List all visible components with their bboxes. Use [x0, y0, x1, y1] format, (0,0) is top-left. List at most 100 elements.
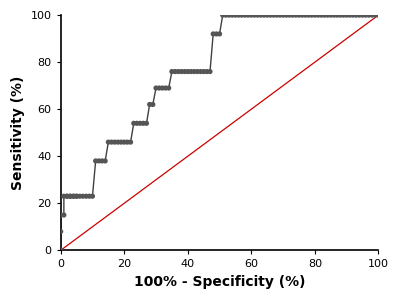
Point — [153, 85, 159, 90]
Point — [194, 69, 200, 74]
Point — [213, 32, 220, 36]
Point — [166, 85, 172, 90]
Point — [73, 194, 80, 199]
Point — [191, 69, 197, 74]
Point — [207, 69, 213, 74]
Point — [73, 194, 80, 199]
Point — [248, 13, 254, 17]
Point — [124, 140, 131, 145]
Point — [267, 13, 274, 17]
Point — [292, 13, 299, 17]
Point — [321, 13, 328, 17]
Point — [61, 194, 67, 199]
Point — [150, 102, 156, 107]
Point — [328, 13, 334, 17]
Point — [334, 13, 340, 17]
Point — [216, 32, 223, 36]
Point — [242, 13, 248, 17]
Point — [156, 85, 162, 90]
Y-axis label: Sensitivity (%): Sensitivity (%) — [11, 76, 25, 190]
Point — [80, 194, 86, 199]
Point — [172, 69, 178, 74]
Point — [162, 85, 169, 90]
Point — [76, 194, 83, 199]
Point — [274, 13, 280, 17]
Point — [67, 194, 74, 199]
Point — [89, 194, 96, 199]
Point — [350, 13, 356, 17]
Point — [286, 13, 293, 17]
Point — [197, 69, 204, 74]
Point — [312, 13, 318, 17]
Point — [232, 13, 239, 17]
Point — [353, 13, 359, 17]
Point — [226, 13, 232, 17]
Point — [362, 13, 369, 17]
Point — [102, 158, 108, 163]
Point — [99, 158, 105, 163]
Point — [108, 140, 115, 145]
Point — [261, 13, 267, 17]
Point — [118, 140, 124, 145]
Point — [130, 121, 137, 126]
Point — [210, 32, 216, 36]
Point — [305, 13, 312, 17]
Point — [83, 194, 89, 199]
Point — [369, 13, 375, 17]
Point — [302, 13, 308, 17]
Point — [270, 13, 277, 17]
Point — [146, 102, 153, 107]
Point — [127, 140, 134, 145]
Point — [140, 121, 146, 126]
Point — [245, 13, 251, 17]
Point — [58, 248, 64, 253]
Point — [184, 69, 191, 74]
Point — [264, 13, 270, 17]
Point — [121, 140, 128, 145]
Point — [258, 13, 264, 17]
Point — [356, 13, 362, 17]
Point — [143, 121, 150, 126]
Point — [134, 121, 140, 126]
Point — [64, 194, 70, 199]
Point — [238, 13, 245, 17]
Point — [96, 158, 102, 163]
Point — [178, 69, 185, 74]
Point — [344, 13, 350, 17]
Point — [112, 140, 118, 145]
Point — [372, 13, 378, 17]
Point — [70, 194, 77, 199]
Point — [105, 140, 112, 145]
Point — [359, 13, 366, 17]
Point — [175, 69, 182, 74]
Point — [223, 13, 229, 17]
Point — [169, 69, 175, 74]
Point — [181, 69, 188, 74]
Point — [200, 69, 207, 74]
Point — [254, 13, 261, 17]
X-axis label: 100% - Specificity (%): 100% - Specificity (%) — [134, 275, 305, 289]
Point — [296, 13, 302, 17]
Point — [137, 121, 143, 126]
Point — [70, 194, 77, 199]
Point — [159, 85, 166, 90]
Point — [188, 69, 194, 74]
Point — [324, 13, 331, 17]
Point — [229, 13, 236, 17]
Point — [115, 140, 121, 145]
Point — [58, 213, 64, 218]
Point — [67, 194, 74, 199]
Point — [236, 13, 242, 17]
Point — [299, 13, 305, 17]
Point — [61, 213, 67, 218]
Point — [64, 194, 70, 199]
Point — [251, 13, 258, 17]
Point — [375, 13, 382, 17]
Point — [366, 13, 372, 17]
Point — [277, 13, 283, 17]
Point — [337, 13, 344, 17]
Point — [331, 13, 337, 17]
Point — [318, 13, 324, 17]
Point — [283, 13, 290, 17]
Point — [280, 13, 286, 17]
